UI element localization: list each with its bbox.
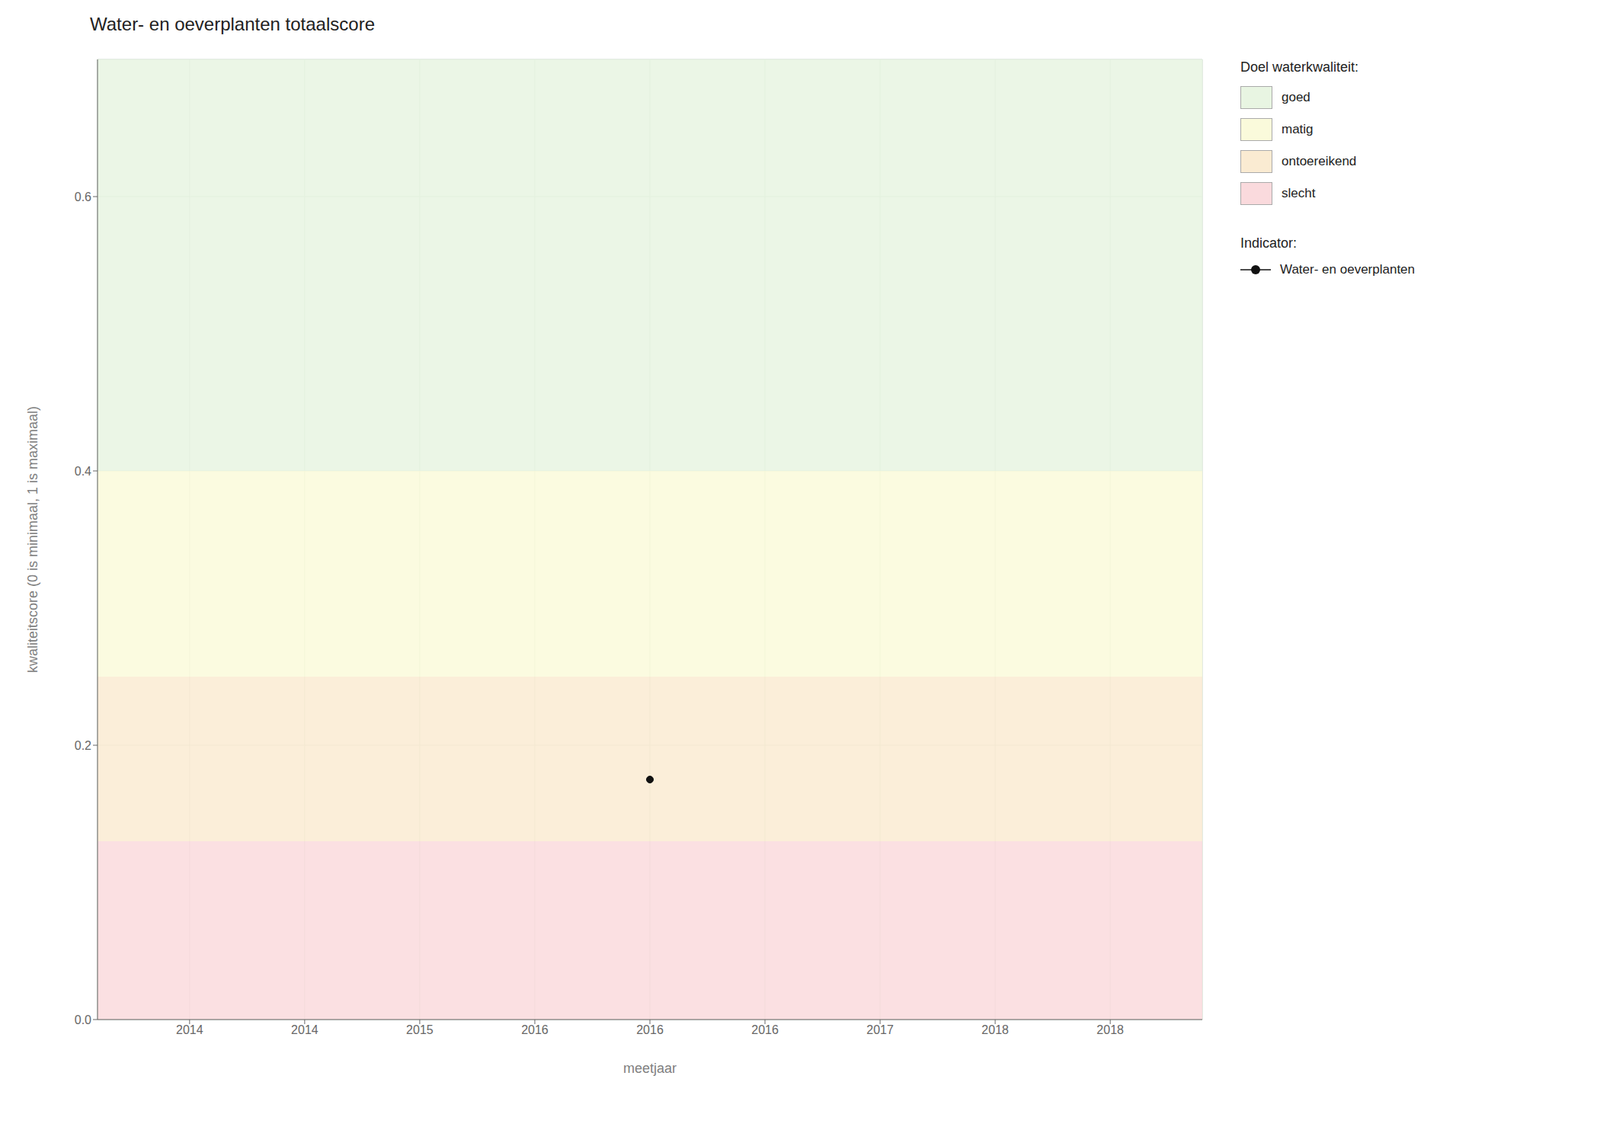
html-text:slecht: slecht — [1281, 185, 1316, 201]
svg-text:2014: 2014 — [291, 1023, 319, 1037]
svg-text:0.6: 0.6 — [74, 190, 92, 204]
svg-text:kwaliteitscore (0 is minimaal,: kwaliteitscore (0 is minimaal, 1 is maxi… — [25, 406, 41, 673]
html-text:goed: goed — [1281, 89, 1311, 105]
svg-text:meetjaar: meetjaar — [623, 1060, 677, 1076]
svg-text:2018: 2018 — [981, 1023, 1009, 1037]
html-text:ontoereikend: ontoereikend — [1281, 153, 1357, 169]
html-text:matig: matig — [1281, 121, 1314, 137]
html-text:Water- en oeverplanten totaals: Water- en oeverplanten totaalscore — [89, 13, 375, 35]
html-text:Doel waterkwaliteit:: Doel waterkwaliteit: — [1240, 59, 1359, 75]
svg-text:2016: 2016 — [636, 1023, 664, 1037]
html-text:Water- en oeverplanten: Water- en oeverplanten — [1280, 262, 1415, 277]
svg-text:2016: 2016 — [751, 1023, 779, 1037]
svg-text:2017: 2017 — [866, 1023, 894, 1037]
html-text:Indicator:: Indicator: — [1240, 235, 1297, 251]
svg-text:0.0: 0.0 — [74, 1013, 92, 1027]
svg-text:2018: 2018 — [1096, 1023, 1124, 1037]
svg-text:0.4: 0.4 — [74, 464, 92, 478]
svg-text:0.2: 0.2 — [74, 739, 92, 752]
svg-text:2016: 2016 — [521, 1023, 549, 1037]
svg-text:2014: 2014 — [176, 1023, 204, 1037]
svg-text:2015: 2015 — [406, 1023, 434, 1037]
